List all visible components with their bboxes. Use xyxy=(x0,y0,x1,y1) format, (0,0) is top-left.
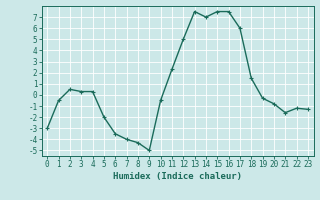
X-axis label: Humidex (Indice chaleur): Humidex (Indice chaleur) xyxy=(113,172,242,181)
